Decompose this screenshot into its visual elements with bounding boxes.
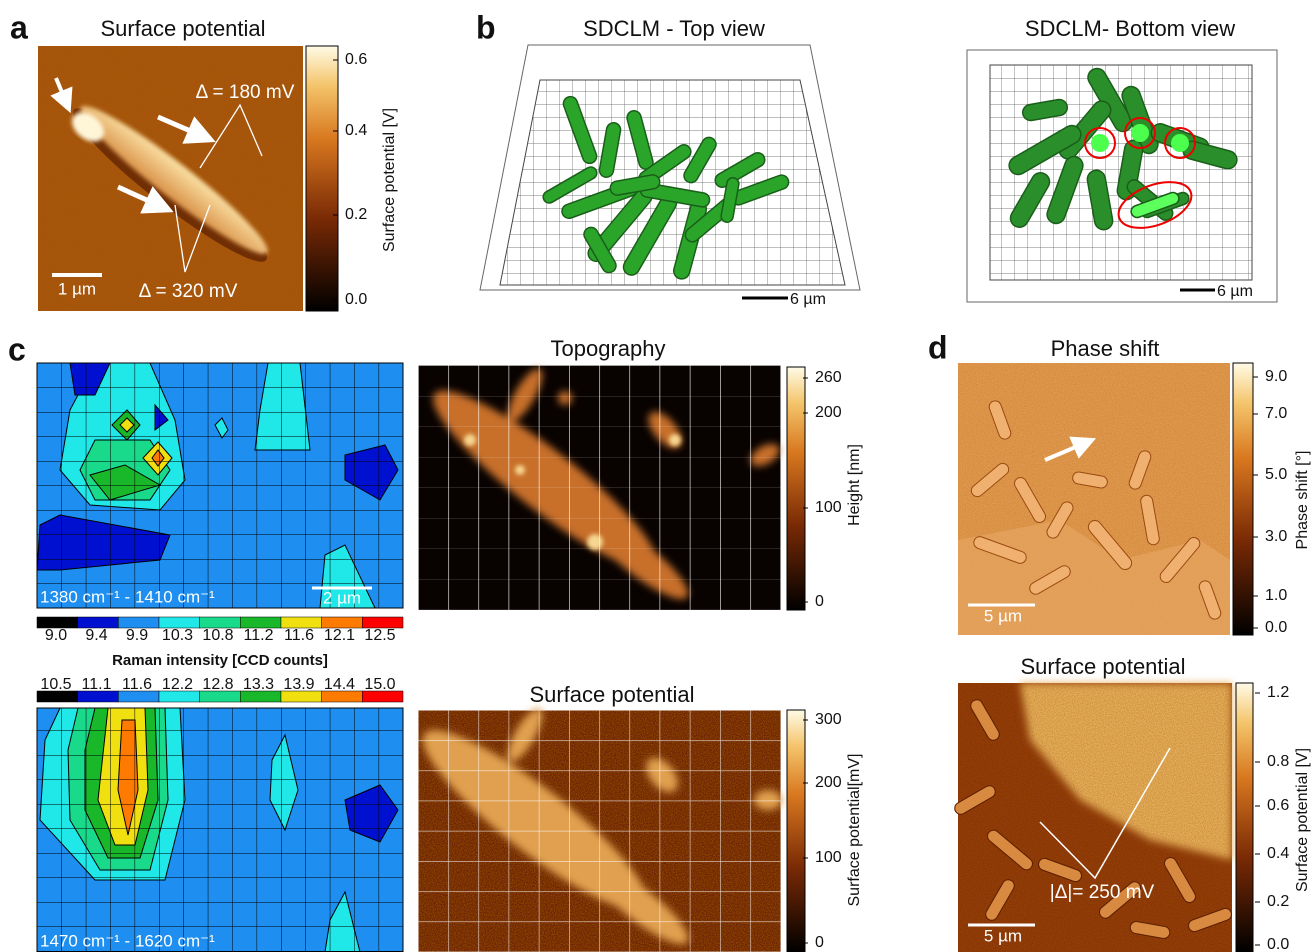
colorbar-tick-label: 12.5 bbox=[364, 627, 395, 644]
colorbar-tick-label: 300 bbox=[815, 711, 842, 728]
raman-range: 1470 cm⁻¹ - 1620 cm⁻¹ bbox=[40, 931, 215, 950]
colorbar-label: Surface potential [V] bbox=[381, 108, 398, 252]
scale-bar-label: 5 µm bbox=[984, 606, 1022, 625]
annotation: Δ = 180 mV bbox=[196, 82, 295, 103]
highlight-cell bbox=[1171, 134, 1189, 152]
panel-label: b bbox=[476, 9, 496, 45]
colorbar-tick-label: 10.3 bbox=[162, 627, 193, 644]
colorbar-tick-label: 11.6 bbox=[122, 676, 152, 693]
colorbar bbox=[306, 46, 338, 311]
panel-title: Phase shift bbox=[1051, 336, 1160, 361]
colorbar-tick-label: 11.2 bbox=[244, 627, 274, 644]
scale-bar-label: 1 µm bbox=[58, 279, 96, 298]
highlight-cell bbox=[1131, 124, 1149, 142]
colorbar-tick-label: 0 bbox=[815, 593, 824, 610]
scale-bar-label: 6 µm bbox=[1217, 283, 1253, 300]
colorbar-tick-label: 11.6 bbox=[284, 627, 314, 644]
colorbar-tick-label: 0.6 bbox=[345, 51, 367, 68]
colorbar-tick-label: 7.0 bbox=[1265, 405, 1287, 422]
scale-bar-label: 2 µm bbox=[323, 588, 361, 607]
highlight-cell bbox=[1091, 134, 1109, 152]
scale-bar-label: 5 µm bbox=[984, 926, 1022, 945]
panel-title: SDCLM - Top view bbox=[583, 16, 765, 41]
confocal-top bbox=[480, 45, 860, 298]
annotation: Δ = 320 mV bbox=[139, 281, 238, 302]
figure: a Surface potential Δ = 180 mV Δ = 320 m… bbox=[0, 0, 1315, 952]
colorbar bbox=[1236, 683, 1253, 952]
panel-title: Surface potential bbox=[100, 16, 265, 41]
colorbar-tick-label: 260 bbox=[815, 369, 842, 386]
colorbar-tick-label: 0.2 bbox=[345, 206, 367, 223]
colorbar-tick-label: 12.1 bbox=[324, 627, 355, 644]
panel-title: SDCLM- Bottom view bbox=[1025, 16, 1235, 41]
colorbar-tick-label: 3.0 bbox=[1265, 528, 1287, 545]
panel-label: c bbox=[8, 331, 26, 367]
colorbar-tick-label: 9.0 bbox=[45, 627, 67, 644]
colorbar-label: Height [nm] bbox=[846, 444, 863, 526]
colorbar-tick-label: 12.2 bbox=[162, 676, 193, 693]
panel-title: Surface potential bbox=[529, 682, 694, 707]
colorbar-tick-label: 13.3 bbox=[243, 676, 274, 693]
colorbar-tick-label: 9.0 bbox=[1265, 368, 1287, 385]
colorbar-tick-label: 0.6 bbox=[1267, 797, 1289, 814]
colorbar-tick-label: 200 bbox=[815, 774, 842, 791]
colorbar-tick-label: 0.4 bbox=[1267, 845, 1289, 862]
panel-title: Surface potential bbox=[1020, 654, 1185, 679]
colorbar-tick-label: 0.0 bbox=[345, 291, 367, 308]
colorbar-label: Phase shift [°] bbox=[1294, 451, 1311, 550]
colorbar-tick-label: 200 bbox=[815, 404, 842, 421]
colorbar-tick-label: 1.2 bbox=[1267, 684, 1289, 701]
colorbar-tick-label: 15.0 bbox=[364, 676, 395, 693]
colorbar-tick-label: 12.8 bbox=[202, 676, 233, 693]
colorbar-tick-label: 9.9 bbox=[126, 627, 148, 644]
colorbar-tick-label: 0 bbox=[815, 934, 824, 951]
colorbar-tick-label: 0.0 bbox=[1265, 619, 1287, 636]
panel-label: a bbox=[10, 9, 28, 45]
colorbar-tick-label: 100 bbox=[815, 849, 842, 866]
colorbar-tick-label: 5.0 bbox=[1265, 466, 1287, 483]
colorbar-tick-label: 10.5 bbox=[40, 676, 71, 693]
colorbar-label: Surface potential [V] bbox=[1294, 748, 1311, 892]
panel-title: Topography bbox=[551, 336, 666, 361]
colorbar-tick-label: 1.0 bbox=[1265, 587, 1287, 604]
colorbar-tick-label: 14.4 bbox=[324, 676, 355, 693]
colorbar-tick-label: 0.8 bbox=[1267, 753, 1289, 770]
confocal-bottom bbox=[967, 50, 1277, 302]
afm-image bbox=[416, 364, 783, 610]
colorbar-tick-label: 100 bbox=[815, 499, 842, 516]
colorbar: 10.5 11.1 11.6 12.2 12.8 13.3 13.9 14.4 15.0 bbox=[37, 676, 403, 702]
colorbar-tick-label: 0.4 bbox=[345, 122, 367, 139]
colorbar-tick-label: 9.4 bbox=[85, 627, 107, 644]
colorbar-label: Surface potential[mV] bbox=[846, 754, 863, 907]
scale-bar-label: 6 µm bbox=[790, 291, 826, 308]
colorbar-tick-label: 11.1 bbox=[82, 676, 112, 693]
colorbar: 9.0 9.4 9.9 10.3 10.8 11.2 11.6 12.1 12.5 bbox=[37, 617, 403, 644]
colorbar bbox=[1233, 363, 1253, 635]
colorbar-tick-label: 0.0 bbox=[1267, 936, 1289, 952]
colorbar bbox=[787, 367, 805, 610]
annotation: |Δ|= 250 mV bbox=[1050, 882, 1155, 903]
afm-phase-image bbox=[958, 363, 1230, 635]
raman-map bbox=[37, 363, 403, 608]
colorbar bbox=[787, 710, 805, 952]
colorbar-label: Raman intensity [CCD counts] bbox=[112, 652, 328, 669]
colorbar-tick-label: 10.8 bbox=[202, 627, 233, 644]
colorbar-tick-label: 0.2 bbox=[1267, 893, 1289, 910]
raman-range: 1380 cm⁻¹ - 1410 cm⁻¹ bbox=[40, 587, 215, 606]
panel-label: d bbox=[928, 329, 948, 365]
raman-map bbox=[37, 708, 403, 952]
kpfm-image bbox=[953, 683, 1234, 952]
colorbar-tick-label: 13.9 bbox=[283, 676, 314, 693]
kpfm-image bbox=[405, 704, 782, 952]
